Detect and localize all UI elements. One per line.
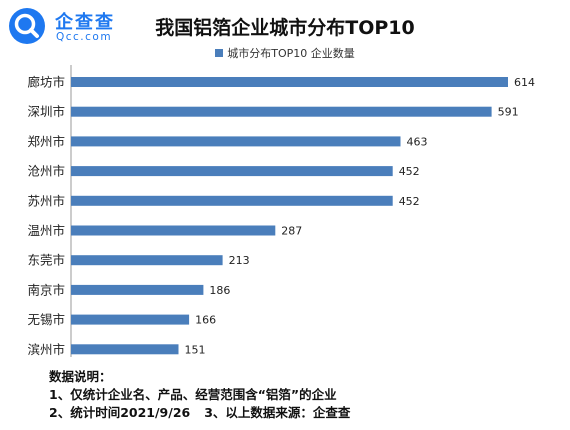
chart-title: 我国铝箔企业城市分布TOP10 [155,17,415,39]
data-label: 452 [399,165,420,178]
data-label: 151 [184,343,205,356]
bar-chart: 廊坊市 614 深圳市 591 郑州市 463 沧州市 452 苏州市 452 温州市 287 东莞市 2… [27,65,535,357]
bar [71,106,492,117]
data-label: 186 [209,284,230,297]
category-label: 深圳市 [27,104,65,119]
chart-legend: 城市分布TOP10 企业数量 [0,45,570,61]
data-label: 614 [514,76,535,89]
data-label: 452 [399,195,420,208]
data-notes: 数据说明： 1、仅统计企业名、产品、经营范围含“铝箔”的企业 2、统计时间202… [49,368,350,422]
category-label: 东莞市 [27,253,65,268]
bar [71,195,393,206]
category-label: 温州市 [27,223,65,238]
notes-heading: 数据说明： [49,369,112,384]
brand-logo: 企查查 Qcc.com [7,6,167,46]
data-label: 591 [498,106,519,119]
bar [71,344,179,355]
notes-line-1: 1、仅统计企业名、产品、经营范围含“铝箔”的企业 [49,387,337,402]
category-label: 无锡市 [27,312,65,327]
data-label: 166 [195,314,216,327]
category-label: 滨州市 [27,342,65,357]
brand-domain: Qcc.com [56,31,113,43]
category-label: 郑州市 [27,134,65,149]
bar [71,255,223,266]
bar [71,225,276,236]
bar [71,136,401,147]
data-label: 287 [281,225,302,238]
bar [71,77,508,87]
category-label: 沧州市 [27,164,65,179]
bar [71,284,204,295]
data-label: 463 [407,135,428,148]
legend-label: 城市分布TOP10 企业数量 [227,47,355,60]
magnifier-logo-icon [9,8,45,44]
category-label: 南京市 [27,282,65,297]
notes-line-2b: 3、以上数据来源：企查查 [204,405,351,420]
notes-line-2: 2、统计时间2021/9/26 3、以上数据来源：企查查 [49,404,350,422]
bar [71,166,393,177]
category-label: 苏州市 [27,193,65,208]
notes-line-2a: 2、统计时间2021/9/26 [49,405,191,420]
brand-name: 企查查 [55,12,115,33]
bar [71,314,190,325]
category-label: 廊坊市 [27,75,65,90]
data-label: 213 [229,254,250,267]
legend-swatch [215,49,224,57]
